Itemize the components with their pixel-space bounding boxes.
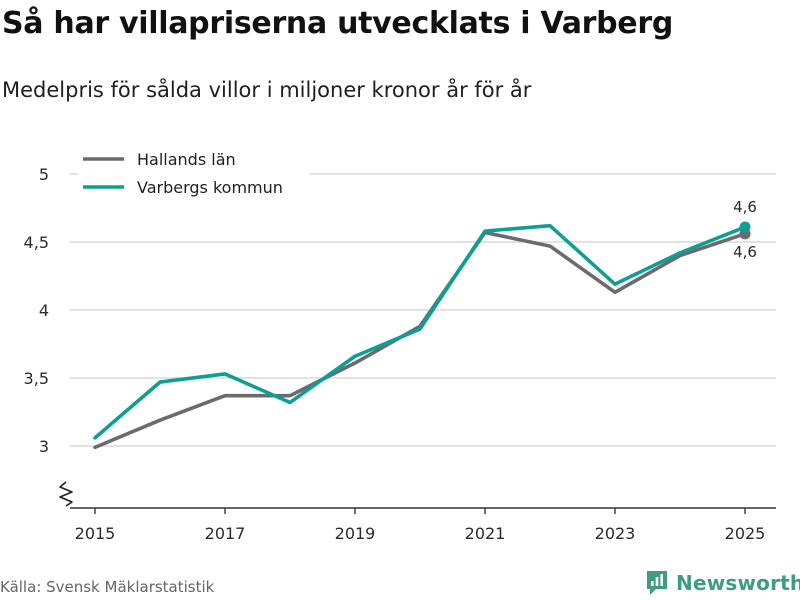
gridlines xyxy=(70,173,776,447)
y-tick-label: 4 xyxy=(39,301,49,320)
chart-title: Så har villapriserna utvecklats i Varber… xyxy=(2,6,674,41)
end-label-varberg: 4,6 xyxy=(733,198,757,216)
newsworthy-logo-icon xyxy=(647,571,667,595)
x-tick-label: 2023 xyxy=(595,524,636,543)
newsworthy-logo: Newsworthy xyxy=(645,569,800,597)
chart-subtitle: Medelpris för sålda villor i miljoner kr… xyxy=(2,78,532,102)
x-tick-label: 2015 xyxy=(75,524,116,543)
series-line-varberg xyxy=(93,223,747,440)
legend-label-varberg: Varbergs kommun xyxy=(137,178,283,197)
legend-background xyxy=(78,146,310,204)
brand-name: Newsworthy xyxy=(676,571,800,595)
y-tick-label: 3 xyxy=(39,437,49,456)
x-tick-label: 2019 xyxy=(335,524,376,543)
axis-break-icon xyxy=(59,481,73,507)
source-note: Källa: Svensk Mäklarstatistik xyxy=(0,578,215,596)
series-line-halland xyxy=(93,230,747,450)
y-tick-label: 3,5 xyxy=(24,369,49,388)
x-tick-label: 2017 xyxy=(205,524,246,543)
y-tick-label: 4,5 xyxy=(24,233,49,252)
data-labels: 4,6 4,6 xyxy=(733,198,757,261)
x-tick-label: 2025 xyxy=(725,524,766,543)
series-lines xyxy=(93,221,751,450)
y-tick-label: 5 xyxy=(39,165,49,184)
end-label-halland: 4,6 xyxy=(733,243,757,261)
axes: 3 3,5 4 4,5 5 2015 2017 2019 2021 2023 2025 xyxy=(24,165,776,543)
x-tick-label: 2021 xyxy=(465,524,506,543)
legend: Hallands län Varbergs kommun xyxy=(78,146,310,204)
legend-label-halland: Hallands län xyxy=(137,150,236,169)
endpoint-marker-varberg xyxy=(739,221,751,233)
